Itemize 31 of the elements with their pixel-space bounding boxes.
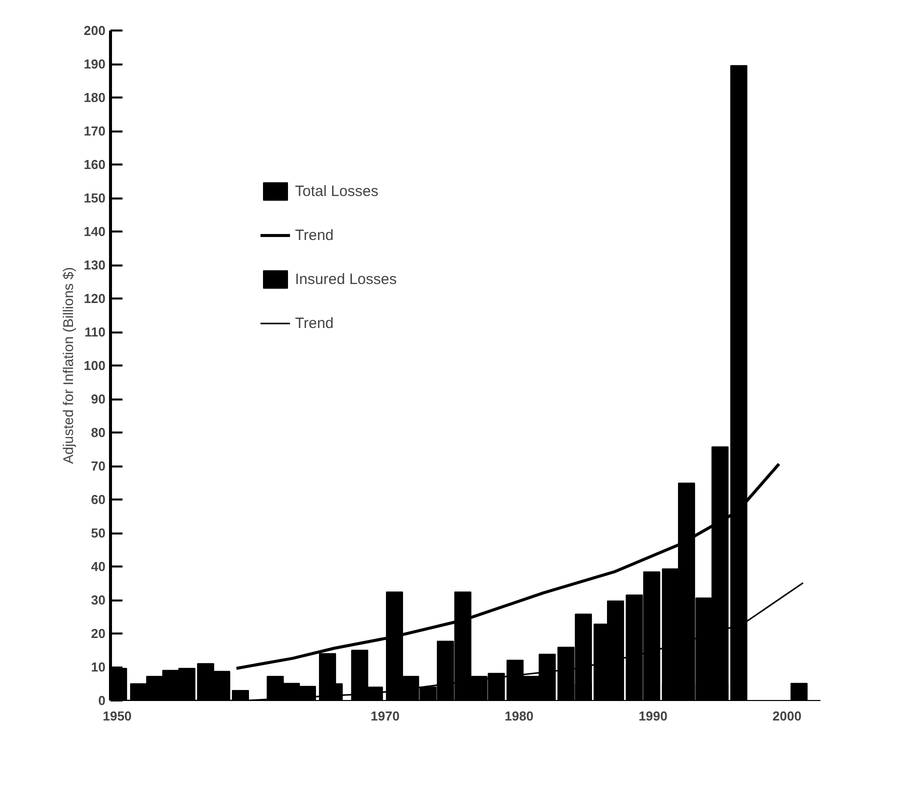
y-tick-label: 170 [84, 124, 106, 138]
y-tick-label: 160 [84, 157, 106, 172]
x-tick-label: 2000 [772, 708, 802, 724]
y-tick-label: 120 [84, 291, 106, 306]
legend-label: Trend [295, 314, 334, 332]
y-tick-label: 200 [84, 23, 106, 38]
x-tick-label: 1970 [370, 708, 400, 724]
y-tick-label: 80 [91, 425, 106, 440]
y-tick-label: 140 [84, 224, 106, 239]
y-tick-label: 50 [91, 526, 106, 540]
y-tick-label: 150 [84, 190, 106, 206]
y-tick-label: 110 [84, 324, 106, 340]
y-axis-title: Adjusted for Inflation (Billions $) [60, 267, 76, 464]
y-tick-label: 10 [91, 660, 106, 674]
y-tick-label: 190 [84, 56, 106, 72]
legend-label: Total Losses [295, 182, 378, 200]
y-tick-label: 0 [98, 693, 106, 708]
y-tick-label: 30 [91, 592, 106, 608]
x-tick-label: 1950 [102, 708, 132, 724]
y-tick-label: 70 [91, 458, 106, 474]
y-tick-label: 130 [84, 258, 106, 272]
y-tick-label: 40 [91, 559, 106, 574]
legend-label: Trend [295, 226, 334, 244]
legend-label: Insured Losses [295, 270, 397, 288]
y-tick-label: 180 [84, 90, 106, 105]
y-tick-label: 90 [91, 392, 106, 406]
y-tick-label: 20 [91, 626, 106, 641]
y-tick-label: 100 [84, 358, 106, 373]
y-tick-label: 60 [91, 492, 106, 507]
x-tick-label: 1980 [504, 708, 534, 724]
x-tick-label: 1990 [638, 708, 668, 724]
